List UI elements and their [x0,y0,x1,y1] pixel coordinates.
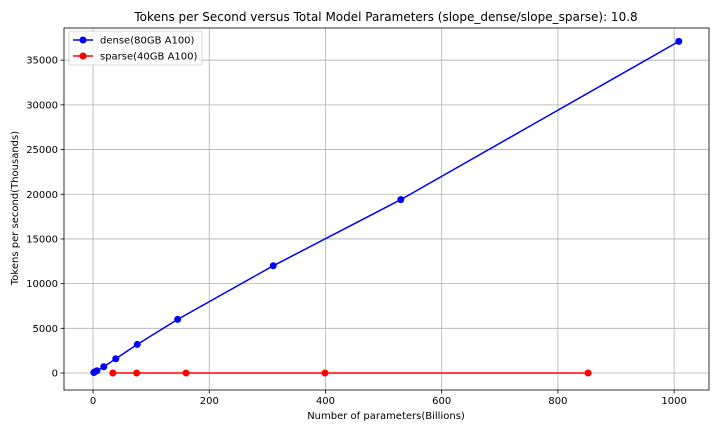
series-dense-point [269,262,277,270]
x-axis: 0 200 400 600 800 1000 [90,390,687,407]
series-dense-point [133,340,141,348]
y-axis: 0 5000 10000 15000 20000 25000 30000 35000 [26,56,64,380]
series-dense-point [100,363,108,371]
y-axis-label: Tokens per second(Thousands) [10,131,21,286]
series-dense-point [675,37,683,45]
x-tick-label: 0 [90,396,96,407]
y-tick-label: 0 [52,369,58,380]
x-tick-label: 200 [200,396,219,407]
legend-sparse-label: sparse(40GB A100) [100,52,198,63]
y-tick-label: 20000 [26,190,58,201]
y-tick-label: 30000 [26,100,58,111]
x-tick-label: 600 [432,396,451,407]
series-group [90,37,683,377]
series-dense-point [112,355,120,363]
series-sparse-point [182,369,190,377]
chart-title: Tokens per Second versus Total Model Par… [133,10,637,24]
x-axis-label: Number of parameters(Billions) [307,411,465,422]
y-tick-label: 15000 [26,234,58,245]
series-sparse-point [109,369,117,377]
legend-dense-label: dense(80GB A100) [100,36,195,47]
legend: dense(80GB A100) sparse(40GB A100) [68,30,203,66]
legend-box [68,30,203,66]
x-tick-label: 800 [548,396,567,407]
y-tick-label: 35000 [26,56,58,67]
x-tick-label: 1000 [661,396,686,407]
series-sparse-point [133,369,141,377]
y-tick-label: 10000 [26,279,58,290]
legend-dense-marker [79,36,87,44]
legend-sparse-marker [79,52,87,60]
plot-frame [63,27,710,391]
series-dense-point [174,315,182,323]
y-tick-label: 5000 [33,324,58,335]
series-dense-point [397,196,405,204]
x-tick-label: 400 [316,396,335,407]
series-sparse-point [584,369,592,377]
y-tick-label: 25000 [26,145,58,156]
grid [64,28,709,390]
series-sparse-point [321,369,329,377]
series-dense-point [93,367,101,375]
